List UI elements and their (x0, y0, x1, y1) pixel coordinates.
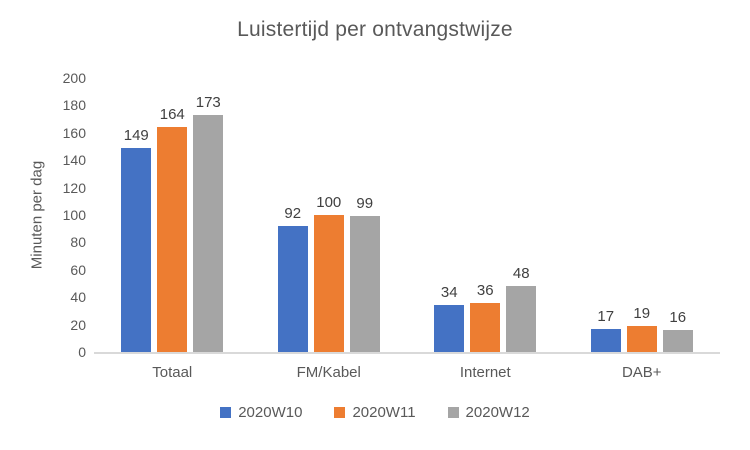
bar-value-label: 36 (476, 281, 494, 299)
chart-title: Luistertijd per ontvangstwijze (237, 18, 513, 41)
legend: 2020W10 2020W11 2020W12 (0, 404, 750, 421)
legend-label: 2020W12 (465, 404, 530, 421)
legend-swatch-icon (220, 407, 232, 418)
legend-swatch-icon (334, 407, 346, 418)
legend-item-2020w12: 2020W12 (447, 404, 530, 421)
y-tick-label: 140 (62, 152, 86, 169)
bar-group-fm-kabel: 92 100 99 FM/Kabel (277, 78, 380, 381)
bar-value-label: 99 (356, 195, 374, 213)
legend-item-2020w10: 2020W10 (220, 404, 302, 421)
legend-label: 2020W10 (238, 404, 303, 421)
category-label: Totaal (152, 364, 193, 381)
y-tick-label: 180 (62, 97, 86, 114)
bar-value-label: 173 (195, 94, 221, 111)
y-tick-label: 80 (70, 234, 86, 251)
bar-value-label: 92 (284, 204, 302, 222)
y-tick-label: 40 (70, 289, 86, 306)
bar-2020w12-dab-: 16 (662, 309, 693, 352)
bar-2020w11-fm-kabel: 100 (313, 194, 344, 352)
y-tick-label: 20 (70, 316, 86, 333)
bar-2020w12-totaal: 173 (193, 94, 224, 352)
y-tick-label: 60 (70, 261, 86, 278)
bar-2020w11-dab-: 19 (626, 305, 657, 352)
bar-2020w12-internet: 48 (506, 265, 537, 352)
bar-value-label: 17 (597, 307, 615, 325)
bar-value-label: 164 (159, 106, 185, 124)
bar-2020w11-totaal: 164 (157, 106, 188, 352)
bar-group-dab-: 17 19 16 DAB+ (590, 78, 693, 381)
bar-value-label: 34 (440, 284, 458, 302)
bar-value-label: 48 (512, 265, 530, 283)
y-tick-label: 120 (62, 179, 86, 196)
category-label: FM/Kabel (296, 364, 361, 381)
bar-2020w10-fm-kabel: 92 (277, 205, 308, 352)
bar-value-label: 16 (669, 309, 687, 327)
bar-group-internet: 34 36 48 Internet (434, 78, 537, 381)
bar-2020w10-internet: 34 (434, 284, 465, 352)
category-label: DAB+ (621, 364, 662, 381)
y-axis-tick-labels: 0 20 40 60 80 100 120 140 160 180 200 (0, 0, 86, 450)
bar-2020w12-fm-kabel: 99 (349, 195, 380, 352)
bar-value-label: 100 (316, 194, 342, 211)
bar-value-label: 149 (123, 126, 149, 144)
y-tick-label: 160 (62, 124, 86, 141)
bar-value-label: 19 (633, 304, 651, 322)
bar-group-totaal: 149 164 173 Totaal (121, 78, 224, 381)
bar-2020w10-totaal: 149 (121, 127, 152, 352)
plot-area: 149 164 173 Totaal 92 100 99 FM/Kabel 34 36 48 Inte… (94, 78, 720, 381)
legend-item-2020w11: 2020W11 (334, 404, 416, 421)
category-label: Internet (459, 364, 511, 381)
y-tick-label: 200 (62, 70, 86, 86)
legend-label: 2020W11 (352, 404, 416, 421)
y-tick-label: 100 (62, 207, 86, 223)
legend-swatch-icon (447, 407, 459, 418)
y-tick-label: 0 (78, 344, 86, 360)
bar-2020w11-internet: 36 (470, 282, 501, 352)
bar-2020w10-dab-: 17 (590, 308, 621, 352)
